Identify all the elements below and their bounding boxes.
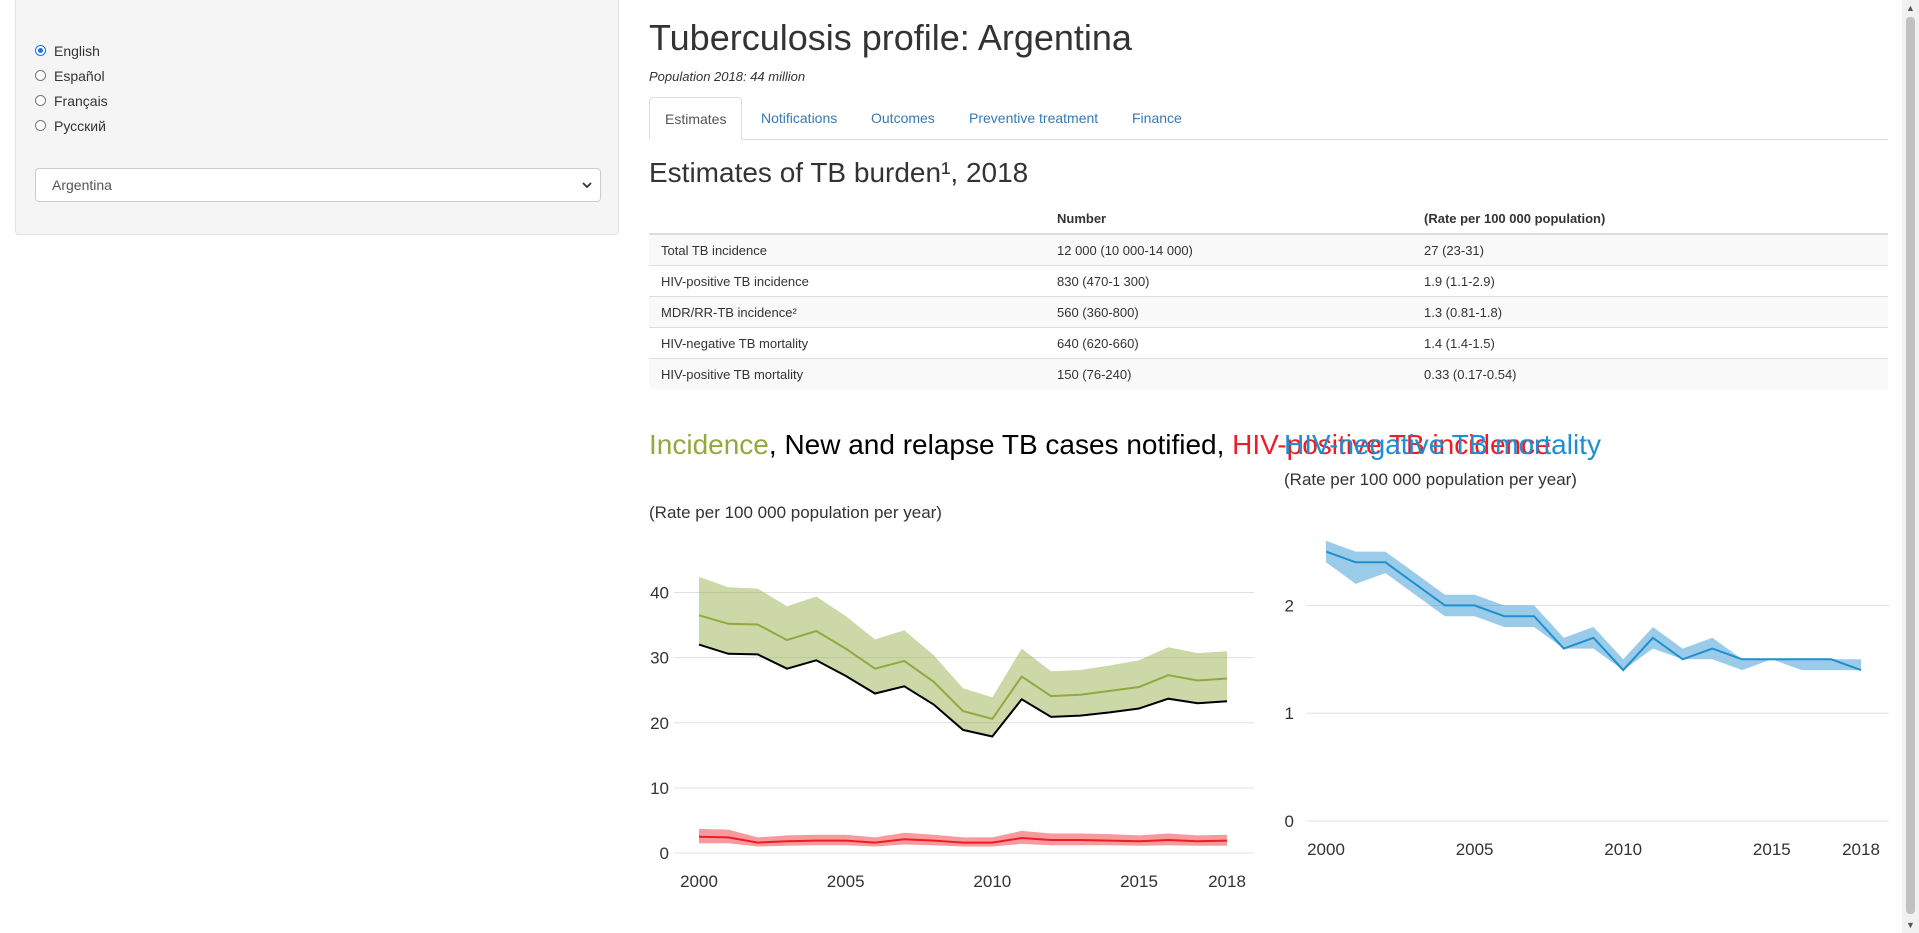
table-row: HIV-negative TB mortality 640 (620-660) … <box>649 327 1888 359</box>
column-header <box>649 203 1045 235</box>
language-option-english[interactable]: English <box>35 38 108 63</box>
table-row: HIV-positive TB mortality 150 (76-240) 0… <box>649 358 1888 389</box>
incidence-chart: 0 10 20 30 40 2000 2005 2010 2015 2018 <box>650 576 1254 891</box>
vertical-scrollbar[interactable]: ▲ ▼ <box>1902 0 1919 933</box>
x-tick-label: 2005 <box>1456 840 1494 859</box>
table-cell: 27 (23-31) <box>1412 233 1888 266</box>
language-label: Français <box>54 92 108 109</box>
table-row: MDR/RR-TB incidence² 560 (360-800) 1.3 (… <box>649 296 1888 328</box>
scroll-down-icon[interactable]: ▼ <box>1906 920 1915 930</box>
tab-estimates[interactable]: Estimates <box>649 97 743 140</box>
incidence-chart-title: Incidence, New and relapse TB cases noti… <box>649 428 1551 461</box>
mortality-chart: 0 1 2 2000 2005 2010 2015 2018 <box>1285 540 1889 859</box>
mortality-chart-subtitle: (Rate per 100 000 population per year) <box>1284 470 1577 489</box>
incidence-chart-subtitle: (Rate per 100 000 population per year) <box>649 503 942 522</box>
country-select[interactable]: Argentina <box>35 168 601 202</box>
series-line <box>698 614 1228 721</box>
title-hiv-incidence: HIV-positive TB incidence <box>1232 429 1551 460</box>
section-title: Estimates of TB burden¹, 2018 <box>649 157 1029 188</box>
chevron-down-icon <box>582 182 592 189</box>
x-tick-label: 2015 <box>1753 840 1791 859</box>
language-label: English <box>54 42 100 59</box>
x-tick-label: 2015 <box>1120 872 1158 891</box>
x-tick-label: 2018 <box>1208 872 1246 891</box>
tab-notifications[interactable]: Notifications <box>761 110 838 126</box>
column-header: Number <box>1045 203 1412 235</box>
title-incidence: Incidence <box>649 429 769 460</box>
title-sep: , <box>768 429 785 460</box>
radio-francais[interactable] <box>35 95 46 106</box>
y-tick-label: 40 <box>650 584 669 603</box>
country-select-value: Argentina <box>52 177 112 193</box>
y-tick-label: 0 <box>660 844 669 863</box>
x-tick-label: 2018 <box>1842 840 1880 859</box>
x-tick-label: 2010 <box>1604 840 1642 859</box>
tab-preventive-treatment[interactable]: Preventive treatment <box>969 110 1099 126</box>
radio-russian[interactable] <box>35 120 46 131</box>
mortality-chart-title: HIV-negative TB mortality <box>1284 429 1601 460</box>
tab-finance[interactable]: Finance <box>1132 110 1182 126</box>
scrollbar-thumb[interactable] <box>1906 17 1915 914</box>
x-tick-label: 2000 <box>1307 840 1345 859</box>
sidebar-panel: English Español Français Русский Argenti… <box>15 0 619 235</box>
series-line <box>698 835 1228 844</box>
tab-bar: Estimates Notifications Outcomes Prevent… <box>649 97 1888 140</box>
table-cell: 560 (360-800) <box>1045 296 1412 328</box>
table-cell: 830 (470-1 300) <box>1045 265 1412 297</box>
y-tick-label: 1 <box>1285 704 1294 723</box>
burden-table: Number (Rate per 100 000 population) Tot… <box>649 203 1888 389</box>
table-cell: 1.9 (1.1-2.9) <box>1412 265 1888 297</box>
y-tick-label: 2 <box>1285 596 1294 615</box>
language-option-espanol[interactable]: Español <box>35 63 108 88</box>
title-sep: , <box>1216 429 1233 460</box>
table-cell: 1.4 (1.4-1.5) <box>1412 327 1888 359</box>
x-tick-label: 2000 <box>680 872 718 891</box>
table-cell: HIV-positive TB incidence <box>649 265 1045 297</box>
title-notified: New and relapse TB cases notified <box>784 429 1217 460</box>
language-label: Español <box>54 67 105 84</box>
table-header-row: Number (Rate per 100 000 population) <box>649 203 1888 235</box>
table-row: Total TB incidence 12 000 (10 000-14 000… <box>649 233 1888 266</box>
uncertainty-band <box>1326 540 1861 671</box>
table-cell: 1.3 (0.81-1.8) <box>1412 296 1888 328</box>
table-cell: 640 (620-660) <box>1045 327 1412 359</box>
y-tick-label: 10 <box>650 779 669 798</box>
table-cell: MDR/RR-TB incidence² <box>649 296 1045 328</box>
uncertainty-band <box>699 828 1227 847</box>
x-tick-label: 2005 <box>827 872 865 891</box>
table-row: HIV-positive TB incidence 830 (470-1 300… <box>649 265 1888 297</box>
language-option-francais[interactable]: Français <box>35 88 108 113</box>
language-option-russian[interactable]: Русский <box>35 113 108 138</box>
table-cell: Total TB incidence <box>649 233 1045 266</box>
tab-outcomes[interactable]: Outcomes <box>871 110 935 126</box>
table-cell: 0.33 (0.17-0.54) <box>1412 358 1888 389</box>
uncertainty-band <box>699 576 1227 737</box>
radio-english[interactable] <box>35 45 46 56</box>
table-cell: 12 000 (10 000-14 000) <box>1045 233 1412 266</box>
series-line <box>1325 550 1862 672</box>
x-tick-label: 2010 <box>973 872 1011 891</box>
population-note: Population 2018: 44 million <box>649 69 806 84</box>
y-tick-label: 20 <box>650 714 669 733</box>
y-tick-label: 30 <box>650 649 669 668</box>
table-cell: HIV-negative TB mortality <box>649 327 1045 359</box>
language-label: Русский <box>54 117 106 134</box>
series-line <box>698 643 1228 738</box>
page-title: Tuberculosis profile: Argentina <box>649 17 1132 58</box>
table-cell: 150 (76-240) <box>1045 358 1412 389</box>
column-header: (Rate per 100 000 population) <box>1412 203 1888 235</box>
y-tick-label: 0 <box>1285 812 1294 831</box>
radio-espanol[interactable] <box>35 70 46 81</box>
language-radio-group: English Español Français Русский <box>35 38 108 138</box>
scroll-up-icon[interactable]: ▲ <box>1906 3 1915 13</box>
table-cell: HIV-positive TB mortality <box>649 358 1045 389</box>
